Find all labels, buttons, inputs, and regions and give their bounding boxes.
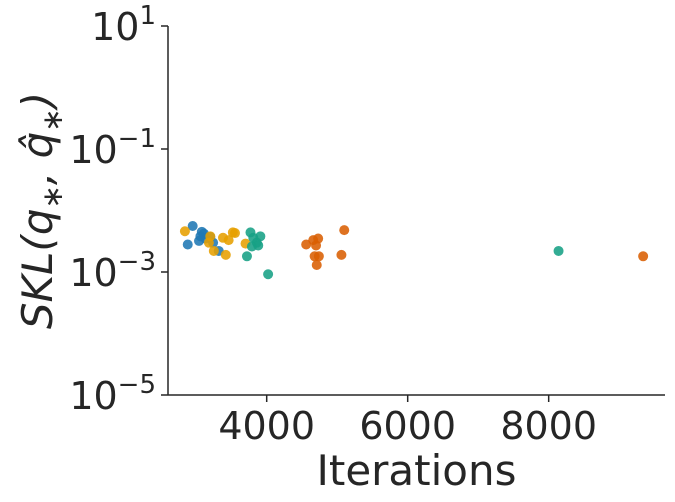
data-point [182,239,193,250]
x-tick-label: 8000 [500,404,597,448]
y-axis-label-star-1: ∗ [36,185,69,208]
data-point [553,245,564,256]
data-point [255,231,266,242]
data-point [253,240,264,251]
y-tick-label: 10−1 [69,124,156,172]
y-axis-label-comma: , q̂ [13,132,62,185]
x-tick-label: 6000 [359,404,456,448]
data-point [229,228,240,239]
y-axis-label: SKL(q∗, q̂∗) [13,92,69,329]
data-points [179,220,649,280]
data-point [263,269,274,280]
x-ticks: 4000 6000 8000 [218,395,597,448]
data-point [187,220,198,231]
y-tick-label: 10−3 [69,247,156,295]
data-point [311,259,322,270]
data-point [205,231,216,242]
data-point [313,251,324,262]
y-axis-label-star-2: ∗ [36,108,69,131]
axes [167,26,665,396]
data-point [208,245,219,256]
y-axis-label-close: ) [13,92,62,111]
x-tick-label: 4000 [218,404,315,448]
y-ticks: 101 10−1 10−3 10−5 [69,1,168,418]
y-axis-label-skl: SKL(q [13,209,62,330]
data-point [638,251,649,262]
data-point [241,251,252,262]
x-axis-label: Iterations [316,446,516,495]
y-tick-label: 101 [91,1,156,49]
data-point [179,226,190,237]
y-tick-label: 10−5 [69,370,156,418]
data-point [311,240,322,251]
data-point [223,235,234,246]
data-point [220,249,231,260]
data-point [336,249,347,260]
data-point [339,225,350,236]
